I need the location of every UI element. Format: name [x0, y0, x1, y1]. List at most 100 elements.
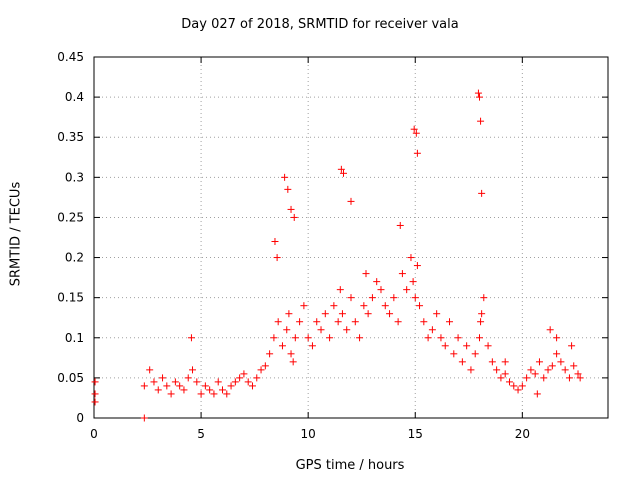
- data-point: [553, 334, 561, 342]
- data-point: [266, 350, 274, 358]
- data-point: [514, 386, 522, 394]
- data-point: [518, 382, 526, 390]
- data-point: [493, 366, 501, 374]
- y-tick-label: 0.25: [57, 210, 84, 224]
- data-point: [291, 334, 299, 342]
- data-point: [433, 310, 441, 318]
- x-axis-label: GPS time / hours: [295, 458, 405, 473]
- data-point: [416, 302, 424, 310]
- y-tick-label: 0.2: [65, 251, 84, 265]
- data-point: [471, 350, 479, 358]
- data-point: [501, 370, 509, 378]
- data-point: [557, 358, 565, 366]
- data-point: [565, 374, 573, 382]
- data-point: [296, 318, 304, 326]
- y-tick-labels: 0 0.05 0.1 0.15 0.2 0.25 0.3 0.35 0.4 0.45: [57, 50, 84, 425]
- data-point: [159, 374, 167, 382]
- data-point: [533, 390, 541, 398]
- data-point: [544, 366, 552, 374]
- data-point: [261, 362, 269, 370]
- data-point: [236, 374, 244, 382]
- data-point: [458, 358, 466, 366]
- data-point: [248, 382, 256, 390]
- data-point: [281, 173, 289, 181]
- data-point: [561, 366, 569, 374]
- data-point: [171, 378, 179, 386]
- data-point: [576, 374, 584, 382]
- data-point: [410, 125, 418, 133]
- data-point: [377, 286, 385, 294]
- grid-lines: [94, 57, 608, 418]
- data-point: [193, 378, 201, 386]
- data-point: [227, 382, 235, 390]
- data-point: [412, 129, 420, 137]
- data-point: [450, 350, 458, 358]
- y-axis-label: SRMTID / TECUs: [8, 181, 24, 287]
- data-points: [91, 89, 584, 422]
- data-point: [337, 165, 345, 173]
- data-point: [420, 318, 428, 326]
- data-point: [330, 302, 338, 310]
- data-point: [386, 310, 394, 318]
- y-tick-label: 0.3: [65, 170, 84, 184]
- data-point: [398, 270, 406, 278]
- data-point: [368, 294, 376, 302]
- data-point: [548, 362, 556, 370]
- data-point: [476, 93, 483, 101]
- plot-frame: [93, 56, 609, 419]
- data-point: [284, 185, 292, 193]
- data-point: [409, 278, 417, 286]
- y-tick-label: 0.1: [65, 331, 84, 345]
- data-point: [140, 414, 148, 422]
- data-point: [304, 334, 312, 342]
- data-point: [290, 213, 298, 221]
- y-tick-label: 0.4: [65, 90, 84, 104]
- data-point: [424, 334, 432, 342]
- data-point: [287, 350, 295, 358]
- data-point: [477, 318, 485, 326]
- data-point: [535, 358, 543, 366]
- data-point: [390, 294, 398, 302]
- data-point: [364, 310, 372, 318]
- data-point: [223, 390, 231, 398]
- data-point: [326, 334, 334, 342]
- data-point: [574, 370, 582, 378]
- data-point: [317, 326, 325, 334]
- data-point: [273, 254, 281, 262]
- data-point: [146, 366, 154, 374]
- data-point: [343, 326, 351, 334]
- data-point: [360, 302, 368, 310]
- data-point: [187, 334, 195, 342]
- data-point: [407, 254, 415, 262]
- data-point: [478, 310, 486, 318]
- data-point: [523, 374, 531, 382]
- data-point: [271, 238, 279, 246]
- data-point: [244, 378, 252, 386]
- data-point: [253, 374, 261, 382]
- data-point: [257, 366, 265, 374]
- x-tick-label: 0: [90, 427, 98, 441]
- data-point: [437, 334, 445, 342]
- data-point: [476, 334, 483, 342]
- data-point: [478, 189, 486, 197]
- chart-title: Day 027 of 2018, SRMTID for receiver val…: [181, 17, 459, 32]
- data-point: [347, 294, 355, 302]
- data-point: [497, 374, 505, 382]
- data-point: [300, 302, 308, 310]
- data-point: [283, 326, 291, 334]
- y-tick-label: 0: [76, 411, 84, 425]
- x-tick-label: 5: [197, 427, 205, 441]
- x-tick-labels: 0 5 10 15 20: [90, 427, 530, 441]
- data-point: [501, 358, 509, 366]
- x-tick-label: 20: [515, 427, 530, 441]
- data-point: [270, 334, 278, 342]
- data-point: [287, 205, 295, 213]
- data-point: [413, 262, 421, 270]
- data-point: [394, 318, 402, 326]
- y-tick-label: 0.05: [57, 371, 84, 385]
- data-point: [467, 366, 475, 374]
- data-point: [140, 382, 148, 390]
- data-point: [540, 374, 548, 382]
- y-tick-label: 0.15: [57, 291, 84, 305]
